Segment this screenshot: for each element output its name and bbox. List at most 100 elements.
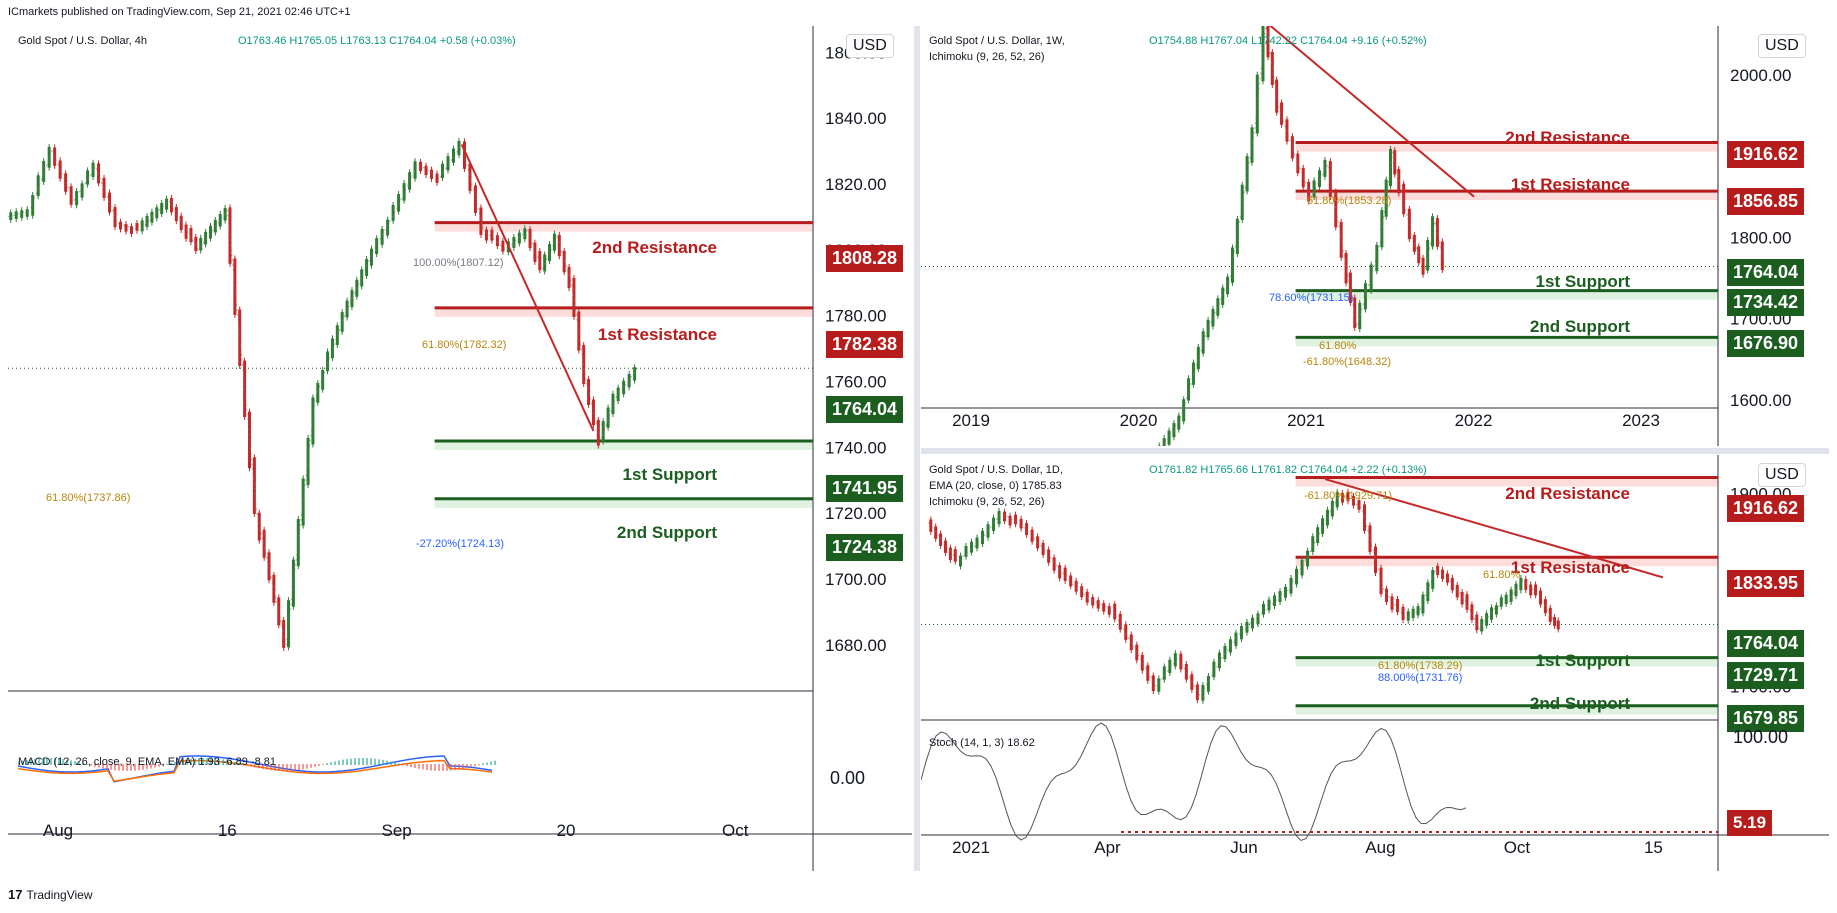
stoch-label: Stoch (14, 1, 3) 18.62: [929, 737, 1035, 749]
macd-histogram-bar: [58, 758, 60, 765]
candle-body: [350, 290, 354, 308]
macd-histogram-bar: [338, 760, 340, 765]
candle-body: [1250, 127, 1254, 163]
candle-body: [1379, 567, 1383, 595]
candle-body: [1339, 221, 1343, 258]
macd-histogram-bar: [306, 764, 308, 769]
candle-body: [1261, 603, 1265, 615]
candle-body: [430, 169, 434, 179]
macd-histogram-bar: [482, 763, 484, 765]
candle-body: [490, 229, 494, 241]
candle-body: [119, 221, 123, 230]
x-tick-label: 2023: [1622, 411, 1660, 430]
candle-body: [1074, 580, 1078, 592]
fib-label-88-1d: 88.00%(1731.76): [1378, 672, 1463, 684]
macd-histogram-bar: [154, 764, 156, 768]
macd-histogram-bar: [26, 760, 28, 765]
ohlc-readout-1d: O1761.82 H1765.66 L1761.82 C1764.04 +2.2…: [1149, 464, 1427, 476]
fib-label-neg-61-8-1w: -61.80%(1648.32): [1303, 356, 1392, 368]
candle-body: [495, 235, 499, 247]
candle-body: [616, 387, 620, 402]
macd-histogram-bar: [130, 764, 132, 771]
price-tag-2nd-support-4h: 1724.38: [826, 534, 904, 561]
level-zone: [434, 498, 813, 508]
candle-body: [419, 161, 423, 172]
candle-body: [282, 619, 286, 648]
candle-body: [1450, 577, 1454, 591]
macd-histogram-bar: [274, 764, 276, 771]
candle-body: [958, 555, 962, 567]
candle-body: [1187, 378, 1191, 401]
candle-body: [1206, 319, 1210, 338]
chart-panel-1d[interactable]: 1900.001800.001700.002021AprJunAugOct15 …: [921, 455, 1829, 871]
macd-histogram-bar: [110, 764, 112, 770]
macd-histogram-bar: [354, 758, 356, 765]
chart-canvas-4h[interactable]: 1860.001840.001820.001800.001780.001760.…: [8, 26, 912, 871]
candle-body: [1162, 666, 1166, 680]
macd-histogram-bar: [210, 758, 212, 765]
currency-button-4h[interactable]: USD: [846, 34, 894, 58]
price-tag-2nd-support-1w: 1676.90: [1727, 330, 1805, 357]
macd-histogram-bar: [202, 758, 204, 765]
candle-body: [1091, 597, 1095, 606]
candle-body: [124, 223, 128, 232]
level-label-1st-resistance-4h: 1st Resistance: [597, 325, 717, 344]
candle-body: [208, 225, 212, 239]
candle-body: [451, 148, 455, 163]
candle-body: [943, 540, 947, 553]
candle-body: [1385, 588, 1389, 602]
macd-histogram-bar: [386, 760, 388, 765]
price-tag-last-4h: 1764.04: [826, 396, 904, 423]
candle-body: [1431, 570, 1435, 589]
candle-body: [1221, 287, 1225, 305]
candle-body: [160, 203, 164, 214]
chart-canvas-1w[interactable]: 2000.001900.001800.001700.001600.0020192…: [921, 26, 1829, 446]
candle-body: [1151, 675, 1155, 692]
macd-histogram-bar: [114, 764, 116, 771]
candle-body: [1226, 276, 1230, 295]
fib-label-neg-61-8-1d: -61.80%(1929.71): [1304, 490, 1393, 502]
level-zone: [434, 222, 813, 232]
level-zone: [434, 307, 813, 317]
currency-button-1d[interactable]: USD: [1758, 463, 1806, 487]
chart-panel-1w[interactable]: 2000.001900.001800.001700.001600.0020192…: [921, 26, 1829, 446]
candle-body: [397, 194, 401, 212]
macd-histogram-bar: [118, 764, 120, 771]
macd-histogram-bar: [406, 764, 408, 767]
candle-body: [36, 175, 40, 197]
candle-body: [1295, 568, 1299, 585]
candle-body: [365, 259, 369, 277]
macd-histogram-bar: [134, 764, 136, 771]
candle-body: [934, 526, 938, 539]
candle-body: [1300, 559, 1304, 576]
candle-body: [53, 147, 57, 166]
currency-button-1w[interactable]: USD: [1758, 34, 1806, 58]
macd-histogram-bar: [126, 764, 128, 771]
candle-body: [129, 226, 133, 234]
level-zone: [1295, 142, 1718, 152]
tradingview-logo-icon: 17: [8, 887, 23, 902]
candle-body: [538, 251, 542, 271]
macd-histogram-bar: [366, 758, 368, 765]
footer-brand: 17 TradingView: [8, 887, 93, 902]
candle-body: [1311, 536, 1315, 552]
macd-histogram-bar: [450, 764, 452, 771]
macd-histogram-bar: [226, 760, 228, 765]
candle-body: [1417, 246, 1421, 264]
macd-histogram-bar: [358, 758, 360, 765]
candle-body: [572, 277, 576, 317]
candle-body: [1490, 607, 1494, 620]
macd-histogram-bar: [90, 764, 92, 766]
candle-body: [1177, 415, 1181, 430]
macd-histogram-bar: [394, 762, 396, 765]
macd-histogram-bar: [346, 759, 348, 765]
candle-body: [301, 478, 305, 526]
x-tick-label: 2021: [1287, 411, 1325, 430]
candle-body: [262, 529, 266, 558]
candle-body: [42, 161, 46, 182]
chart-panel-4h[interactable]: 1860.001840.001820.001800.001780.001760.…: [8, 26, 912, 871]
macd-histogram-bar: [378, 759, 380, 765]
macd-histogram-bar: [362, 758, 364, 765]
macd-histogram-bar: [182, 760, 184, 765]
